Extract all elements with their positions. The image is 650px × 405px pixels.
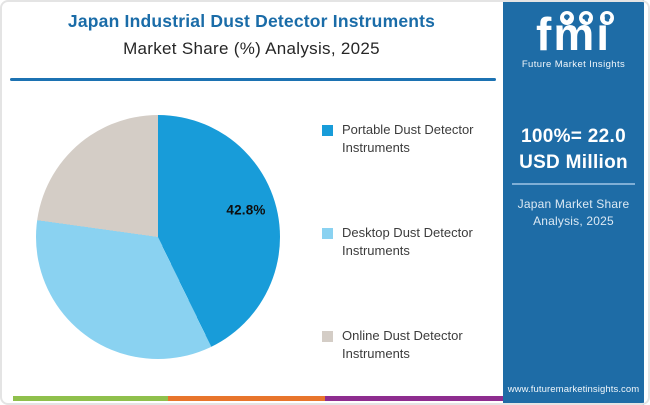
globe-americas-icon <box>559 11 574 25</box>
globe-apac-icon <box>599 11 614 25</box>
stat-line2: USD Million <box>519 152 628 173</box>
legend-swatch <box>322 125 333 136</box>
stat-line1: 100%= 22.0 <box>521 126 626 147</box>
sidebar-caption: Japan Market Share Analysis, 2025 <box>503 196 644 230</box>
sidebar-divider <box>512 183 635 185</box>
market-size-stat: 100%= 22.0 USD Million <box>503 124 644 176</box>
sidebar: fmı Future Market Insights 100%= 22.0 US… <box>503 0 644 405</box>
legend-item-online: Online Dust Detector Instruments <box>322 327 494 363</box>
pie-slice-label: 42.8% <box>226 202 266 218</box>
page-title: Japan Industrial Dust Detector Instrumen… <box>67 11 436 31</box>
legend-swatch <box>322 331 333 342</box>
logo-tagline: Future Market Insights <box>521 59 626 70</box>
header: Japan Industrial Dust Detector Instrumen… <box>0 0 503 59</box>
footer-stripe-segment <box>325 396 503 401</box>
footer-stripe-segment <box>13 396 168 401</box>
footer-stripe <box>13 396 503 401</box>
fmi-logo: fmı Future Market Insights <box>516 11 632 81</box>
header-divider <box>10 78 496 81</box>
page-subtitle: Market Share (%) Analysis, 2025 <box>123 39 380 58</box>
legend-label: Online Dust Detector Instruments <box>342 328 463 361</box>
caption-line1: Japan Market Share <box>517 197 630 211</box>
legend-item-portable: Portable Dust Detector Instruments <box>322 121 494 157</box>
pie-chart: 42.8% <box>36 115 280 359</box>
legend-label: Desktop Dust Detector Instruments <box>342 225 473 258</box>
legend-swatch <box>322 228 333 239</box>
legend-label: Portable Dust Detector Instruments <box>342 122 474 155</box>
footer-stripe-segment <box>168 396 325 401</box>
logo-text: fmı <box>536 8 611 60</box>
caption-line2: Analysis, 2025 <box>533 214 614 228</box>
globe-emea-icon <box>578 11 593 25</box>
website-link[interactable]: www.futuremarketinsights.com <box>507 384 640 395</box>
legend-item-desktop: Desktop Dust Detector Instruments <box>322 224 494 260</box>
